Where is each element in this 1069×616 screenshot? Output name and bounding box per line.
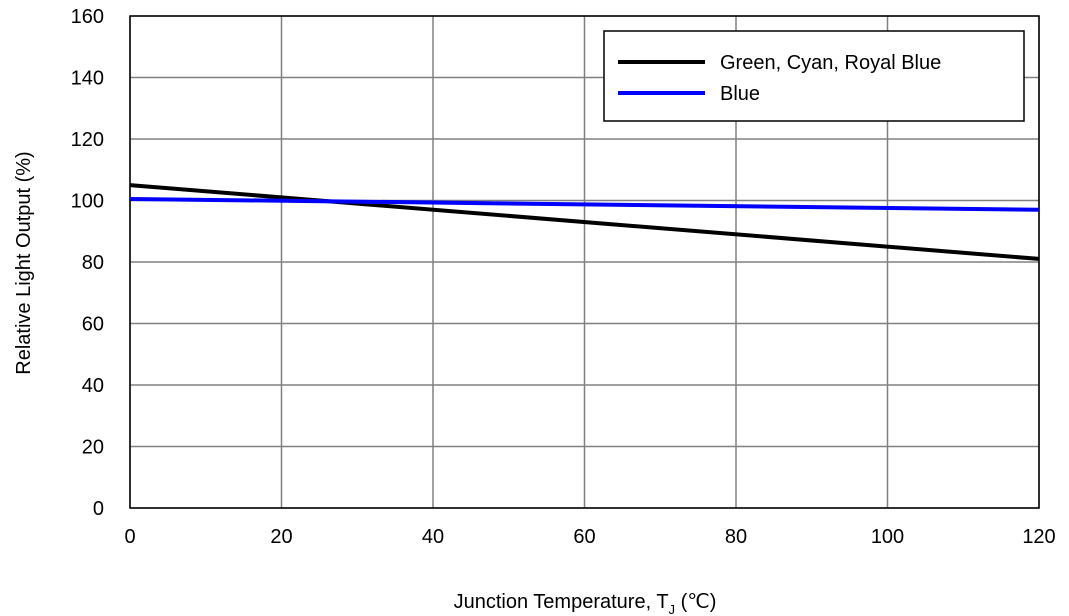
y-axis-title: Relative Light Output (%) (13, 151, 35, 374)
x-axis-title: Junction Temperature, TJ (℃) (454, 591, 717, 616)
y-tick-label: 0 (93, 498, 104, 520)
legend: Green, Cyan, Royal Blue Blue (603, 30, 1025, 122)
y-tick-label: 160 (71, 6, 104, 28)
y-tick-label: 20 (82, 437, 104, 459)
tick-labels: 0 20 40 60 80 100 120 0 20 40 60 80 100 120 140 160 (71, 6, 1056, 548)
series-line-green-cyan-royal-blue (129, 183, 1040, 261)
series-layer (129, 183, 1040, 261)
plot-frame (129, 15, 1040, 509)
legend-box (603, 30, 1025, 122)
x-axis-title-subscript: J (669, 602, 676, 616)
x-tick-label: 20 (270, 526, 292, 548)
x-tick-label: 80 (725, 526, 747, 548)
y-tick-label: 80 (82, 252, 104, 274)
y-tick-label: 60 (82, 314, 104, 336)
y-tick-label: 40 (82, 375, 104, 397)
y-tick-label: 100 (71, 191, 104, 213)
x-axis-title-unit: (℃) (675, 591, 716, 613)
x-tick-label: 40 (422, 526, 444, 548)
y-tick-label: 120 (71, 129, 104, 151)
x-tick-label: 120 (1022, 526, 1055, 548)
x-tick-label: 100 (871, 526, 904, 548)
series-line-blue (129, 196, 1040, 212)
y-tick-label: 140 (71, 68, 104, 90)
legend-label-blue: Blue (720, 83, 760, 105)
legend-label-green-cyan-royal-blue: Green, Cyan, Royal Blue (720, 52, 941, 74)
plot-area-border (129, 15, 1040, 509)
x-tick-label: 60 (573, 526, 595, 548)
x-tick-label: 0 (124, 526, 135, 548)
